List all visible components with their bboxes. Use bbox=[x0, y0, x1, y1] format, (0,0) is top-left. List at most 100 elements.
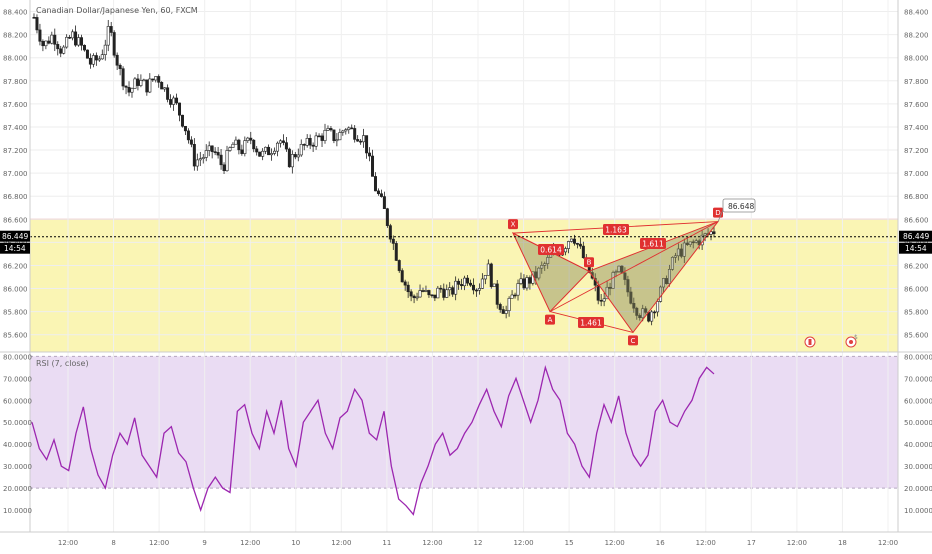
time-tick-label: 12:00 bbox=[605, 539, 625, 547]
candle-body bbox=[44, 40, 48, 47]
candle-body bbox=[189, 139, 193, 145]
candle-body bbox=[376, 190, 380, 195]
rsi-tick-label: 70.0000 bbox=[904, 375, 932, 383]
candles bbox=[32, 13, 716, 326]
candle-body bbox=[97, 58, 101, 61]
candle-body bbox=[546, 257, 550, 264]
candle-body bbox=[353, 128, 357, 140]
candle-body bbox=[228, 147, 232, 151]
candle-body bbox=[712, 231, 716, 234]
candle-body bbox=[38, 29, 42, 42]
candle-body bbox=[267, 146, 271, 156]
candle-body bbox=[59, 48, 63, 54]
candle-body bbox=[525, 277, 529, 289]
candle-body bbox=[145, 79, 149, 93]
current-price-tag-right: 86.449 14:54 bbox=[899, 230, 932, 254]
candle-body bbox=[501, 309, 505, 314]
candle-body bbox=[127, 86, 131, 93]
candle-body bbox=[290, 154, 294, 168]
candle-body bbox=[566, 241, 570, 249]
rsi-tick-label: 20.0000 bbox=[904, 485, 932, 493]
price-tick-label-left: 88.400 bbox=[3, 9, 28, 17]
dollar-event-icon[interactable]: $ bbox=[845, 334, 858, 348]
candle-body bbox=[403, 281, 407, 286]
candle-body bbox=[88, 57, 92, 65]
candle-body bbox=[644, 308, 648, 313]
candle-body bbox=[448, 287, 452, 291]
candle-body bbox=[169, 99, 173, 105]
candle-body bbox=[157, 76, 161, 83]
candle-body bbox=[424, 290, 428, 292]
candle-body bbox=[388, 225, 392, 240]
time-tick-label: 12:00 bbox=[149, 539, 169, 547]
time-axis: 12:00 8 12:00 9 12:00 10 12:00 11 12:00 12 12:00 15… bbox=[58, 539, 898, 547]
candle-body bbox=[662, 278, 666, 288]
candle-body bbox=[480, 278, 484, 289]
rsi-axis: 80.0000 70.0000 60.0000 50.0000 40.0000 30.00… bbox=[904, 353, 932, 515]
candle-body bbox=[264, 146, 268, 152]
rsi-title: RSI (7, close) bbox=[36, 359, 89, 368]
candle-body bbox=[323, 129, 327, 141]
time-tick-label: 10 bbox=[291, 539, 300, 547]
pattern-point-label: B bbox=[587, 259, 592, 267]
price-tick-label: 86.600 bbox=[904, 216, 929, 224]
time-tick-label: 15 bbox=[565, 539, 574, 547]
price-axis: 88.400 88.200 88.000 87.800 87.600 87.400 87.2… bbox=[904, 9, 929, 340]
rsi-tick-label-left: 30.0000 bbox=[3, 463, 32, 471]
svg-text:$: $ bbox=[854, 334, 858, 341]
candle-body bbox=[697, 240, 701, 246]
rsi-tick-label: 10.0000 bbox=[904, 507, 932, 515]
candle-body bbox=[371, 155, 375, 177]
candle-body bbox=[56, 44, 60, 50]
candle-body bbox=[261, 150, 265, 157]
candle-body bbox=[106, 26, 110, 46]
candle-body bbox=[656, 301, 660, 313]
candle-body bbox=[201, 157, 205, 159]
candle-body bbox=[148, 78, 152, 93]
pattern-ratio-box bbox=[578, 317, 604, 328]
candle-body bbox=[664, 278, 668, 284]
pattern-ratio-box bbox=[640, 238, 666, 249]
time-tick-label: 9 bbox=[202, 539, 206, 547]
candle-body bbox=[163, 87, 167, 90]
candle-body bbox=[626, 279, 630, 293]
candle-body bbox=[572, 238, 576, 244]
candle-body bbox=[124, 85, 128, 88]
price-tick-label-left: 88.200 bbox=[3, 32, 28, 40]
canada-flag-icon[interactable] bbox=[804, 336, 816, 348]
candle-body bbox=[243, 140, 247, 154]
candle-body bbox=[540, 265, 544, 269]
time-tick-label: 11 bbox=[382, 539, 391, 547]
candle-body bbox=[409, 291, 413, 297]
price-tick-label: 88.200 bbox=[904, 32, 929, 40]
candle-body bbox=[62, 46, 66, 54]
candle-body bbox=[694, 240, 698, 243]
candle-body bbox=[344, 129, 348, 132]
candle-body bbox=[436, 287, 440, 299]
candle-body bbox=[569, 238, 573, 242]
price-tooltip-value: 86.648 bbox=[728, 202, 754, 211]
candle-body bbox=[522, 278, 526, 289]
candle-body bbox=[602, 298, 606, 302]
candle-body bbox=[329, 128, 333, 131]
price-tick-label: 87.000 bbox=[904, 170, 929, 178]
time-tick-label: 12 bbox=[474, 539, 483, 547]
time-tick-label: 12:00 bbox=[331, 539, 351, 547]
candle-body bbox=[180, 114, 184, 127]
candle-body bbox=[91, 55, 95, 65]
candle-body bbox=[278, 140, 282, 144]
candle-body bbox=[317, 135, 321, 138]
candle-body bbox=[71, 31, 75, 39]
candle-body bbox=[281, 140, 285, 143]
rsi-series-line bbox=[31, 364, 715, 516]
time-tick-label: 17 bbox=[747, 539, 756, 547]
candle-body bbox=[255, 148, 259, 153]
pattern-point-marker bbox=[508, 219, 518, 230]
candle-body bbox=[77, 37, 81, 46]
rsi-tick-label: 30.0000 bbox=[904, 463, 932, 471]
candle-body bbox=[121, 68, 125, 87]
candle-body bbox=[299, 144, 303, 156]
candle-body bbox=[433, 294, 437, 299]
candle-body bbox=[495, 283, 499, 305]
candle-body bbox=[216, 152, 220, 156]
